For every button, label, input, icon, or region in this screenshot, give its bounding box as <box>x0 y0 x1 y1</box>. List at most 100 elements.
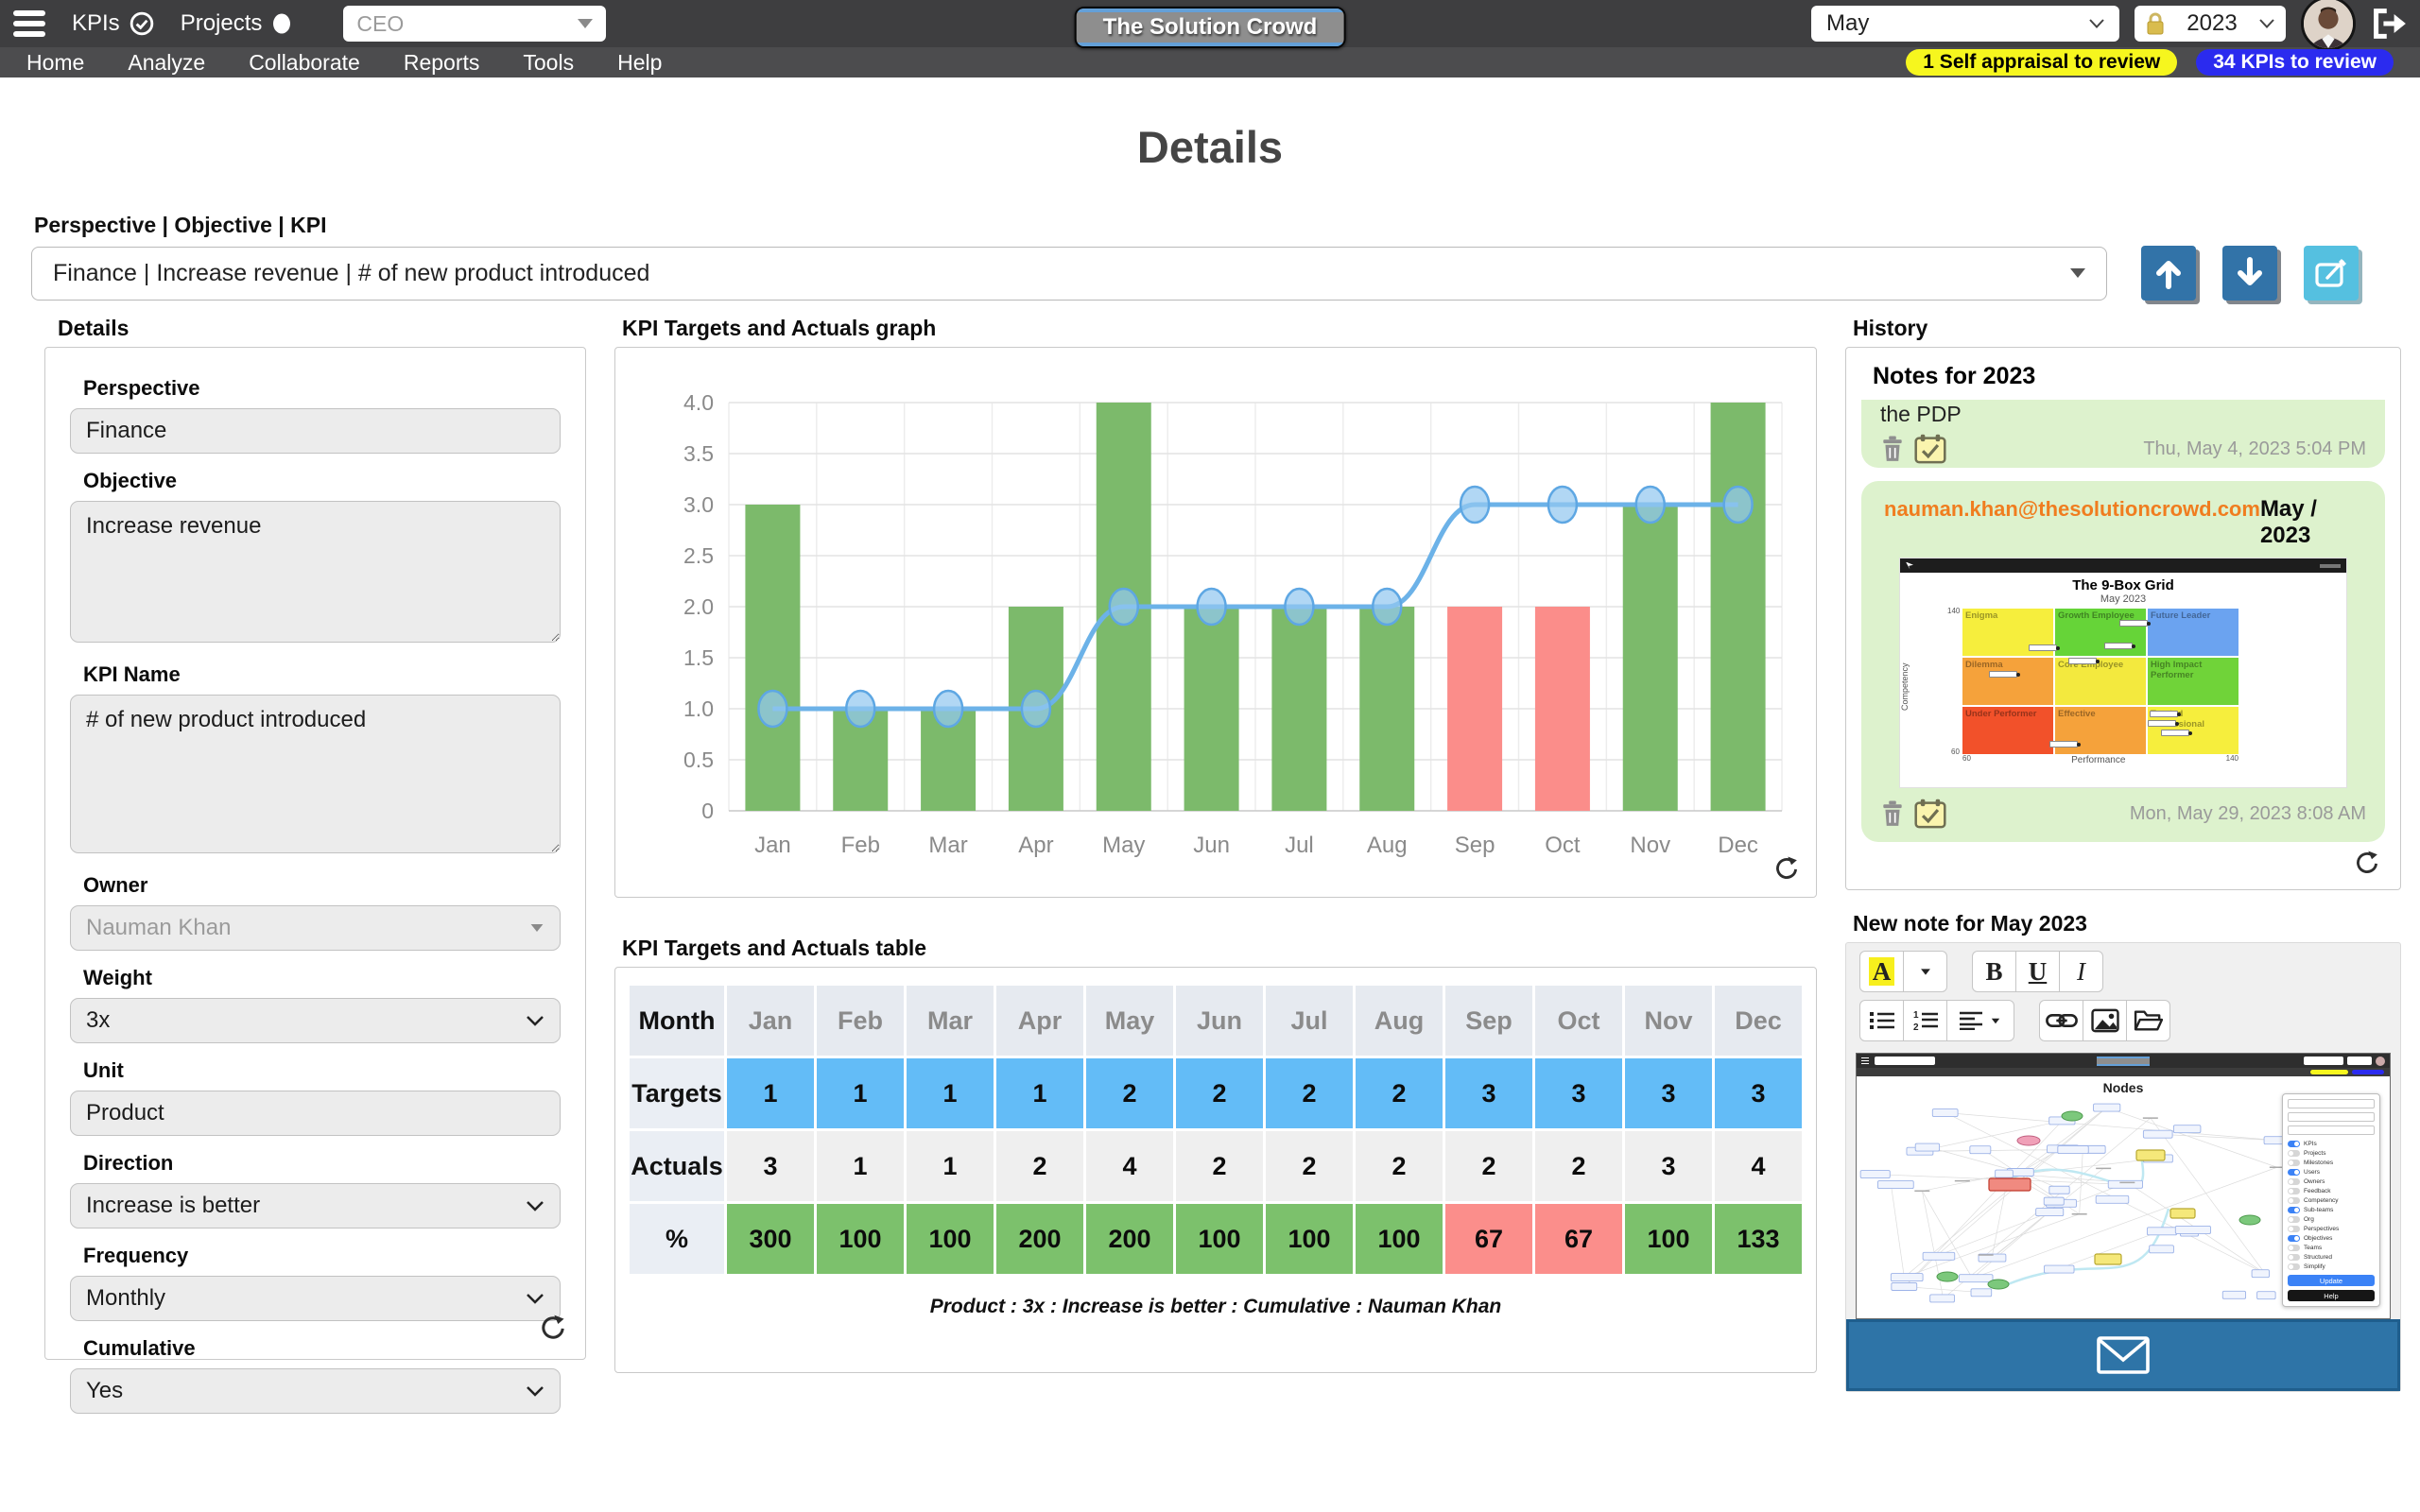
mini-select[interactable] <box>2288 1112 2375 1122</box>
nav-item-tools[interactable]: Tools <box>523 49 575 75</box>
mini-toggle-row[interactable]: Sub-teams <box>2288 1205 2375 1214</box>
field-weight[interactable]: 3x <box>70 998 561 1043</box>
mini-help-button[interactable]: Help <box>2288 1290 2375 1301</box>
font-color-caret-button[interactable] <box>1903 951 1947 992</box>
topnav-projects[interactable]: Projects <box>181 10 293 37</box>
toggle-milestones[interactable] <box>2288 1159 2300 1166</box>
mini-toggle-row[interactable]: Perspectives <box>2288 1224 2375 1233</box>
move-down-button[interactable] <box>2222 246 2277 301</box>
target-marker-Feb[interactable] <box>845 689 876 729</box>
mini-toggle-row[interactable]: Milestones <box>2288 1158 2375 1167</box>
mini-select[interactable] <box>2288 1099 2375 1108</box>
send-note-button[interactable] <box>1846 1319 2400 1391</box>
mini-toggle-row[interactable]: Feedback <box>2288 1186 2375 1195</box>
bar-Nov[interactable] <box>1622 505 1678 811</box>
bold-button[interactable]: B <box>1972 951 2016 992</box>
mini-toggle-row[interactable]: Simplify <box>2288 1262 2375 1271</box>
topnav-kpis[interactable]: KPIs <box>72 10 154 37</box>
mini-toggle-row[interactable]: Org <box>2288 1214 2375 1224</box>
mini-toggle-row[interactable]: KPIs <box>2288 1139 2375 1148</box>
reset-graph-icon[interactable] <box>1772 854 1801 887</box>
delete-note-icon[interactable] <box>1880 800 1905 827</box>
open-file-button[interactable] <box>2126 1000 2170 1041</box>
field-direction[interactable]: Increase is better <box>70 1183 561 1228</box>
calendar-check-icon[interactable] <box>1914 434 1946 464</box>
target-marker-Nov[interactable] <box>1634 485 1666 524</box>
move-up-button[interactable] <box>2141 246 2196 301</box>
field-owner[interactable]: Nauman Khan <box>70 905 561 951</box>
edit-button[interactable] <box>2304 246 2359 301</box>
toggle-perspectives[interactable] <box>2288 1225 2300 1232</box>
mini-toggle-row[interactable]: Projects <box>2288 1148 2375 1158</box>
review-badge[interactable]: 34 KPIs to review <box>2196 49 2394 76</box>
bar-Dec[interactable] <box>1710 403 1766 811</box>
reset-history-icon[interactable] <box>2353 849 2381 882</box>
hamburger-menu-icon[interactable] <box>13 10 45 37</box>
target-marker-Aug[interactable] <box>1372 587 1403 627</box>
mini-update-button[interactable]: Update <box>2288 1275 2375 1286</box>
nav-item-collaborate[interactable]: Collaborate <box>249 49 360 75</box>
toggle-users[interactable] <box>2288 1168 2300 1176</box>
toggle-structured[interactable] <box>2288 1253 2300 1261</box>
font-color-button[interactable]: A <box>1859 951 1904 992</box>
logout-icon[interactable] <box>2371 8 2407 40</box>
toggle-simplify[interactable] <box>2288 1263 2300 1270</box>
mini-select[interactable] <box>2288 1125 2375 1135</box>
mini-toggle-row[interactable]: Objectives <box>2288 1233 2375 1243</box>
target-marker-Jul[interactable] <box>1284 587 1315 627</box>
ninebox-grid-image[interactable]: The 9-Box Grid May 2023 Competency 140 6… <box>1900 558 2346 787</box>
italic-button[interactable]: I <box>2059 951 2103 992</box>
brand-button[interactable]: The Solution Crowd <box>1074 7 1346 48</box>
bar-Sep[interactable] <box>1447 607 1503 811</box>
nav-item-help[interactable]: Help <box>617 49 663 75</box>
field-kpi-name[interactable] <box>70 695 561 853</box>
field-objective[interactable] <box>70 501 561 643</box>
target-marker-May[interactable] <box>1108 587 1139 627</box>
delete-note-icon[interactable] <box>1880 436 1905 462</box>
target-marker-Dec[interactable] <box>1722 485 1754 524</box>
target-marker-Mar[interactable] <box>932 689 964 729</box>
align-button[interactable] <box>1946 1000 2014 1041</box>
field-perspective[interactable]: Finance <box>70 408 561 454</box>
reset-details-icon[interactable] <box>538 1313 568 1348</box>
toggle-owners[interactable] <box>2288 1177 2300 1185</box>
toggle-sub-teams[interactable] <box>2288 1206 2300 1213</box>
target-marker-Apr[interactable] <box>1020 689 1052 729</box>
toggle-objectives[interactable] <box>2288 1234 2300 1242</box>
user-avatar[interactable] <box>2301 0 2356 51</box>
toggle-feedback[interactable] <box>2288 1187 2300 1194</box>
insert-image-button[interactable] <box>2083 1000 2127 1041</box>
bar-Jan[interactable] <box>745 505 801 811</box>
month-select[interactable]: May <box>1811 6 2119 42</box>
field-frequency[interactable]: Monthly <box>70 1276 561 1321</box>
underline-button[interactable]: U <box>2015 951 2060 992</box>
bar-Oct[interactable] <box>1534 607 1590 811</box>
bar-Aug[interactable] <box>1359 607 1415 811</box>
role-select[interactable]: CEO <box>343 6 607 42</box>
field-cumulative[interactable]: Yes <box>70 1368 561 1414</box>
toggle-projects[interactable] <box>2288 1149 2300 1157</box>
field-unit[interactable]: Product <box>70 1091 561 1136</box>
toggle-competency[interactable] <box>2288 1196 2300 1204</box>
notes-list[interactable]: the PDP Thu, May 4, 2023 5:04 PM nauman.… <box>1861 400 2385 851</box>
toggle-kpis[interactable] <box>2288 1140 2300 1147</box>
mini-toggle-row[interactable]: Teams <box>2288 1243 2375 1252</box>
calendar-check-icon[interactable] <box>1914 799 1946 829</box>
mini-toggle-row[interactable]: Structured <box>2288 1252 2375 1262</box>
target-marker-Jun[interactable] <box>1196 587 1227 627</box>
bar-Jun[interactable] <box>1184 607 1239 811</box>
mini-toggle-row[interactable]: Competency <box>2288 1195 2375 1205</box>
toggle-org[interactable] <box>2288 1215 2300 1223</box>
mini-toggle-row[interactable]: Users <box>2288 1167 2375 1177</box>
review-badge[interactable]: 1 Self appraisal to review <box>1906 49 2178 76</box>
bullet-list-button[interactable] <box>1859 1000 1904 1041</box>
note-attachment-image[interactable]: Nodes KPIs Projects Milestones Users Owners F… <box>1856 1053 2391 1319</box>
nav-item-reports[interactable]: Reports <box>403 49 480 75</box>
insert-link-button[interactable] <box>2039 1000 2083 1041</box>
kpi-selector[interactable]: Finance | Increase revenue | # of new pr… <box>31 246 2107 301</box>
toggle-teams[interactable] <box>2288 1244 2300 1251</box>
note-author-email[interactable]: nauman.khan@thesolutioncrowd.com <box>1884 497 2260 521</box>
nav-item-home[interactable]: Home <box>26 49 85 75</box>
target-marker-Jan[interactable] <box>757 689 788 729</box>
